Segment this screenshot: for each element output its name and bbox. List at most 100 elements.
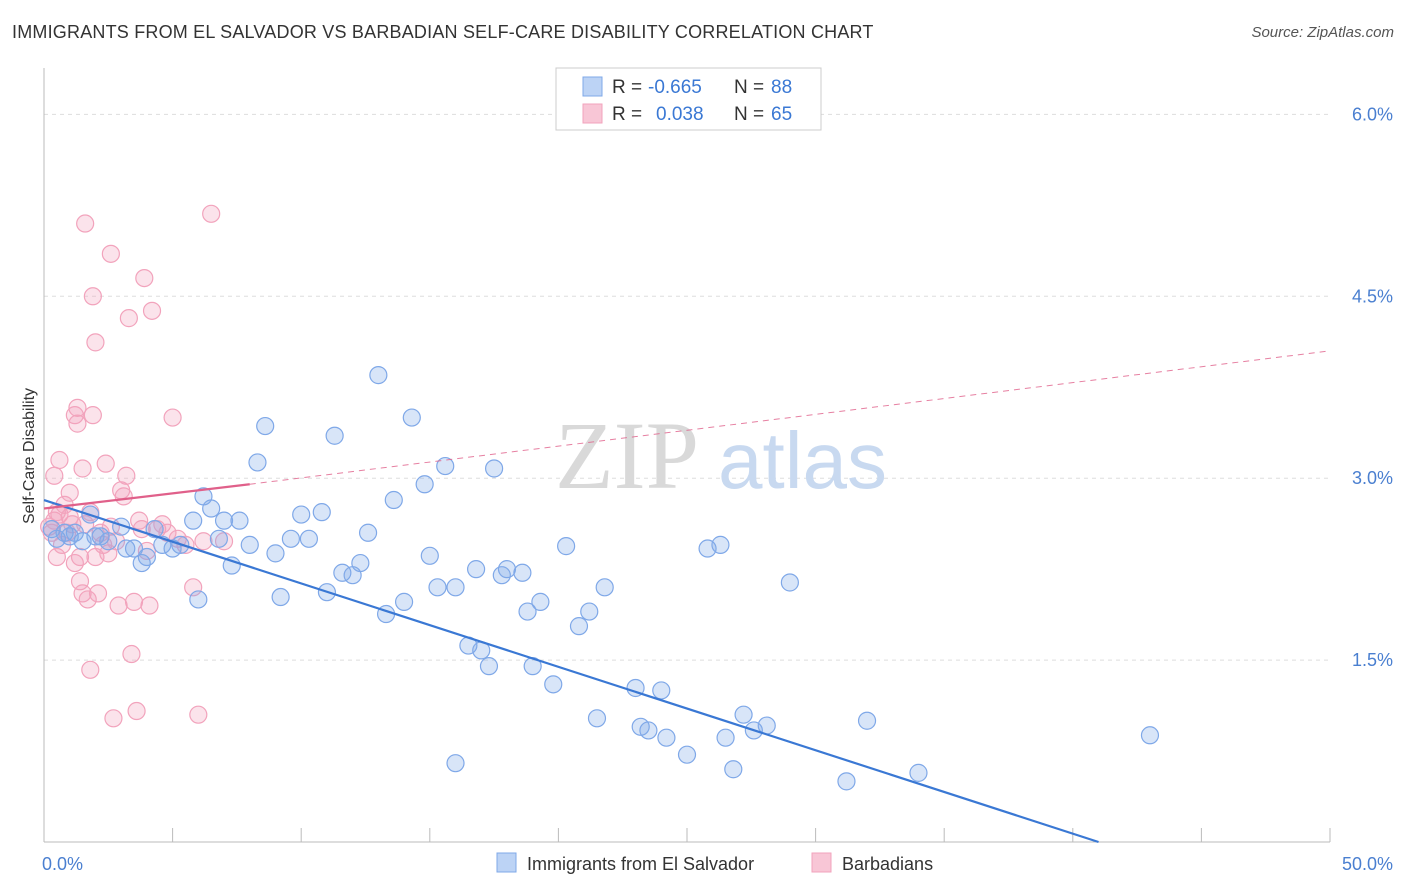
- axes: [43, 68, 1331, 843]
- legend-r-value-2: 0.038: [656, 104, 704, 125]
- legend: R = -0.665 N = 88 R = 0.038 N = 65: [555, 67, 822, 131]
- el-salvador-point-56: [485, 459, 504, 478]
- bottom-legend: Immigrants from El Salvador Barbadians: [496, 852, 933, 874]
- el-salvador-point-27: [240, 535, 259, 554]
- el-salvador-point-67: [587, 709, 607, 728]
- el-salvador-point-78: [724, 760, 743, 779]
- el-salvador-point-47: [415, 475, 434, 494]
- el-salvador-point-50: [436, 456, 455, 476]
- el-salvador-point-83: [837, 772, 856, 791]
- barbadians-point-6: [45, 466, 64, 485]
- el-salvador-point-72: [652, 681, 671, 700]
- barbadians-point-50: [135, 268, 154, 288]
- el-salvador-point-62: [531, 592, 550, 611]
- el-salvador-point-76: [711, 535, 730, 554]
- barbadians-point-44: [119, 309, 138, 328]
- y-tick-labels: 1.5% 3.0% 4.5% 6.0%: [1352, 104, 1393, 670]
- el-salvador-point-44: [384, 490, 403, 510]
- barbadians-point-52: [140, 596, 159, 615]
- el-salvador-point-33: [292, 505, 311, 524]
- el-salvador-point-14: [137, 547, 156, 567]
- el-salvador-point-11: [117, 539, 136, 558]
- barbadians-point-46: [124, 592, 144, 611]
- el-salvador-point-59: [513, 563, 532, 582]
- barbadians-point-12: [60, 483, 79, 502]
- barbadians-point-62: [194, 532, 213, 551]
- legend-n-value-2: 65: [771, 104, 792, 125]
- el-salvador-point-12: [124, 539, 144, 558]
- el-salvador-point-26: [230, 511, 249, 530]
- barbadians-point-31: [88, 584, 108, 603]
- el-salvador-point-31: [271, 587, 290, 607]
- el-salvador-point-37: [325, 426, 344, 445]
- barbadians-point-23: [76, 214, 95, 233]
- x-tick-label-1: 50.0%: [1342, 854, 1393, 874]
- barbadians-point-17: [68, 414, 87, 433]
- barbadians-point-61: [189, 705, 208, 724]
- el-salvador-point-49: [428, 578, 447, 597]
- barbadians-point-45: [122, 644, 141, 664]
- barbadians-point-53: [142, 301, 162, 320]
- el-salvador-point-85: [909, 763, 928, 782]
- el-salvador-point-29: [256, 416, 275, 436]
- el-salvador-point-24: [214, 511, 234, 530]
- el-salvador-point-79: [734, 705, 753, 724]
- legend-swatch-pink: [582, 103, 603, 124]
- el-salvador-point-19: [184, 511, 203, 530]
- x-tick-labels: 0.0% 50.0%: [42, 854, 1393, 874]
- barbadians-point-42: [114, 487, 133, 506]
- el-salvador-point-84: [857, 711, 877, 730]
- el-salvador-point-55: [479, 657, 499, 676]
- el-salvador-point-34: [299, 529, 319, 548]
- barbadians-point-26: [81, 660, 100, 679]
- el-salvador-point-66: [580, 602, 599, 621]
- bottom-legend-swatch-pink: [811, 852, 832, 873]
- el-salvador-point-51: [446, 578, 465, 597]
- y-axis-label: Self-Care Disability: [21, 388, 38, 524]
- el-salvador-point-42: [369, 366, 388, 385]
- barbadians-point-30: [86, 333, 105, 352]
- el-salvador-point-41: [358, 523, 378, 542]
- barbadians-point-47: [127, 701, 146, 721]
- legend-n-label-2: N =: [734, 104, 764, 125]
- el-salvador-point-20: [189, 590, 208, 609]
- el-salvador-point-63: [544, 675, 563, 694]
- legend-r-label-1: R =: [612, 77, 642, 98]
- el-salvador-point-73: [657, 728, 676, 747]
- y-tick-label-1: 3.0%: [1352, 468, 1393, 488]
- el-salvador-point-35: [312, 503, 331, 522]
- y-tick-label-2: 4.5%: [1352, 286, 1393, 306]
- barbadians-point-40: [109, 596, 128, 615]
- legend-swatch-blue: [582, 76, 603, 97]
- grid-lines: [44, 113, 1330, 661]
- el-salvador-point-23: [209, 529, 228, 548]
- watermark-zip: ZIP: [555, 402, 699, 509]
- barbadians-trend-line: [43, 483, 250, 510]
- y-tick-label-0: 1.5%: [1352, 650, 1393, 670]
- barbadians-trend-extension: [249, 350, 1331, 485]
- el-salvador-point-40: [351, 553, 370, 573]
- chart-title: IMMIGRANTS FROM EL SALVADOR VS BARBADIAN…: [12, 22, 874, 42]
- barbadians-point-24: [78, 590, 97, 609]
- watermark: ZIP atlas: [555, 402, 887, 509]
- el-salvador-point-28: [248, 453, 267, 472]
- legend-r-label-2: R =: [612, 104, 642, 125]
- el-salvador-point-45: [394, 592, 414, 611]
- y-tick-label-3: 6.0%: [1352, 104, 1393, 124]
- x-tick-label-0: 0.0%: [42, 854, 83, 874]
- el-salvador-point-82: [780, 573, 799, 592]
- el-salvador-point-74: [677, 745, 697, 764]
- el-salvador-point-58: [497, 560, 517, 579]
- barbadians-point-38: [104, 709, 123, 728]
- el-salvador-point-22: [202, 499, 221, 518]
- el-salvador-point-30: [266, 544, 285, 563]
- barbadians-point-18: [70, 547, 90, 567]
- el-salvador-point-9: [99, 532, 118, 551]
- el-salvador-point-60: [518, 602, 537, 621]
- barbadians-point-21: [73, 459, 92, 478]
- barbadians-point-37: [101, 244, 120, 263]
- el-salvador-point-32: [281, 529, 301, 548]
- el-salvador-point-86: [1140, 726, 1160, 745]
- el-salvador-point-68: [595, 578, 614, 597]
- source-label: Source: ZipAtlas.com: [1251, 24, 1394, 41]
